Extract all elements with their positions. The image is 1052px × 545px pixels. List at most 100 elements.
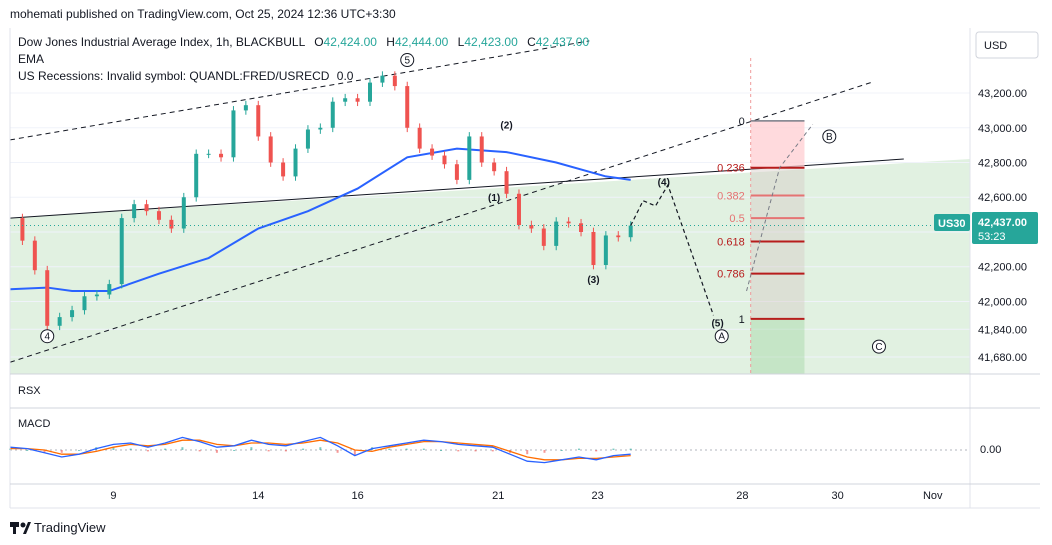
- candle-body: [231, 110, 236, 158]
- wave-circle-9: [871, 339, 886, 354]
- price-axis[interactable]: 43,200.00 43,000.00 42,800.00 42,600.00 42,4…: [978, 88, 1027, 364]
- candle-body: [268, 136, 273, 163]
- trendline-0: [9, 40, 590, 141]
- time-tick-2: 16: [351, 490, 363, 502]
- tradingview-logo[interactable]: TradingView: [10, 520, 106, 535]
- legend-open-label: O: [314, 35, 323, 49]
- macd-histogram-bar: [60, 450, 63, 453]
- time-tick-3: 21: [492, 490, 504, 502]
- macd-histogram-bar: [181, 447, 184, 450]
- price-tick-2: 42,800.00: [978, 158, 1027, 170]
- macd-pane-title[interactable]: MACD: [18, 418, 50, 430]
- currency-selector[interactable]: USD: [975, 31, 1039, 59]
- fib-zone-top: [750, 120, 805, 168]
- time-axis[interactable]: 9 14 16 21 23 28 30 Nov: [110, 490, 943, 502]
- macd-pane[interactable]: [9, 436, 970, 464]
- grid-layer: [10, 92, 970, 358]
- candle-body: [554, 221, 559, 246]
- fib-level-label-1: 0.236: [717, 163, 745, 175]
- candle-body: [119, 218, 124, 285]
- time-tick-5: 28: [736, 490, 748, 502]
- macd-histogram-bar: [77, 450, 80, 451]
- tradingview-logo-text: TradingView: [34, 520, 106, 535]
- candle-body: [442, 155, 447, 165]
- candle-body: [107, 284, 112, 295]
- candle-body: [430, 148, 435, 156]
- candle-body: [206, 153, 211, 155]
- macd-histogram-bar: [457, 450, 460, 452]
- wave-circle-1: [400, 53, 415, 68]
- legend-ema[interactable]: EMA: [18, 52, 44, 66]
- legend-symbol-name: Dow Jones Industrial Average Index, 1h, …: [18, 35, 306, 49]
- projection-path-layer: [630, 123, 814, 316]
- candle-body: [318, 127, 323, 130]
- legend-symbol[interactable]: Dow Jones Industrial Average Index, 1h, …: [18, 35, 589, 49]
- price-tag-symbol: US30: [938, 218, 966, 230]
- candle-body: [417, 127, 422, 149]
- wave-label-3: (2): [500, 120, 512, 131]
- candle-body: [45, 270, 50, 326]
- legend-high-value: 42,444.00: [395, 35, 449, 49]
- time-tick-6: 30: [831, 490, 843, 502]
- candle-body: [516, 193, 521, 226]
- legend-low-label: L: [458, 35, 465, 49]
- macd-histogram-bar: [422, 448, 425, 450]
- time-tick-7: Nov: [923, 490, 943, 502]
- fibonacci-retracement[interactable]: 0 0.236 0.382 0.5 0.618 0.786 1: [717, 58, 805, 374]
- candle-body: [591, 231, 596, 265]
- wave-label-9: C: [875, 342, 882, 353]
- candle-body: [454, 164, 459, 180]
- ema-line-layer: [9, 147, 631, 293]
- candle-body: [181, 197, 186, 229]
- price-series-layer: [10, 71, 970, 331]
- price-tick-7: 41,840.00: [978, 324, 1027, 336]
- macd-histogram-bar: [284, 450, 287, 452]
- candle-body: [32, 240, 37, 271]
- macd-histogram-bar: [491, 450, 494, 452]
- fib-level-label-6: 1: [739, 314, 745, 326]
- candle-body: [355, 98, 360, 102]
- macd-histogram-bar: [302, 448, 305, 450]
- legend-recession[interactable]: US Recessions: Invalid symbol: QUANDL:FR…: [18, 69, 354, 83]
- currency-label: USD: [984, 40, 1007, 52]
- legend-low-value: 42,423.00: [464, 35, 518, 49]
- wave-label-7: A: [718, 332, 725, 343]
- macd-histogram-bar: [146, 450, 149, 452]
- candle-body: [156, 211, 161, 220]
- fib-level-label-2: 0.382: [717, 191, 745, 203]
- time-tick-1: 14: [252, 490, 264, 502]
- candle-body: [219, 153, 224, 158]
- wave-label-0: 4: [44, 332, 50, 343]
- candle-body: [256, 105, 261, 137]
- macd-histogram-bar: [336, 450, 339, 453]
- candle-body: [132, 204, 137, 219]
- time-tick-0: 9: [110, 490, 116, 502]
- candle-body: [144, 204, 149, 212]
- wave-circle-0: [40, 329, 55, 344]
- macd-zero-label: 0.00: [980, 444, 1001, 456]
- fib-zone-bottom: [750, 318, 805, 374]
- macd-histogram-bar: [233, 450, 236, 451]
- price-tick-6: 42,000.00: [978, 296, 1027, 308]
- publisher-line: mohemati published on TradingView.com, O…: [10, 7, 396, 21]
- candle-body: [57, 317, 62, 326]
- macd-histogram-bar: [319, 447, 322, 450]
- candle-body: [392, 75, 397, 87]
- candle-body: [281, 162, 286, 177]
- candle-body: [368, 82, 372, 102]
- macd-histogram-bar: [250, 447, 253, 450]
- legend-open-value: 42,424.00: [324, 35, 378, 49]
- macd-histogram-bar: [129, 448, 132, 450]
- candle-body: [504, 171, 509, 194]
- price-tick-0: 43,200.00: [978, 88, 1027, 100]
- rsx-pane-title[interactable]: RSX: [18, 385, 41, 397]
- candle-body: [194, 153, 199, 198]
- candle-body: [330, 101, 335, 128]
- macd-histogram-bar: [112, 447, 115, 450]
- candle-body: [70, 310, 75, 318]
- candle-body: [616, 235, 621, 238]
- candle-body: [305, 129, 310, 149]
- candle-body: [492, 162, 497, 172]
- legend-recession-value: 0.0: [337, 69, 354, 83]
